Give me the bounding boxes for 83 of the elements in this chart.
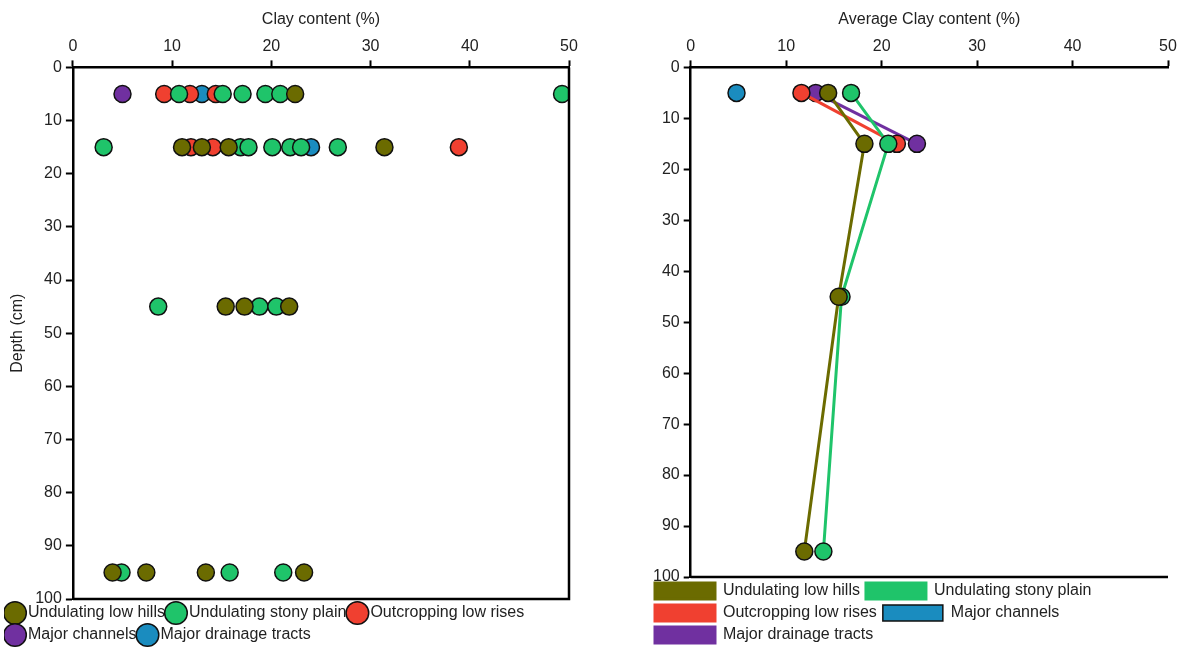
y-tick-label: 70	[661, 414, 680, 432]
x-tick-label: 40	[460, 37, 479, 55]
y-tick-label: 50	[661, 312, 680, 330]
y-tick-label: 10	[661, 108, 680, 126]
y-tick-label: 10	[44, 110, 62, 128]
legend-label: Major drainage tracts	[723, 625, 874, 643]
point	[328, 137, 348, 157]
point	[169, 84, 189, 104]
y-tick-label: 0	[52, 57, 62, 75]
point	[271, 84, 290, 104]
y-tick-label: 80	[44, 483, 62, 501]
point	[855, 134, 874, 154]
x-axis-title: Average Clay content (%)	[838, 10, 1021, 28]
point	[291, 137, 311, 157]
point	[792, 83, 811, 103]
point	[239, 137, 258, 157]
point	[213, 84, 232, 104]
point	[256, 84, 275, 104]
point	[263, 137, 282, 157]
legend-label: Undulating low hills	[28, 603, 165, 621]
point	[285, 84, 305, 104]
y-tick-label: 80	[661, 465, 680, 483]
y-tick-label: 90	[661, 516, 680, 534]
point	[219, 137, 238, 157]
point	[172, 137, 192, 157]
legend-label: Major drainage tracts	[160, 625, 311, 643]
x-tick-label: 30	[361, 37, 380, 55]
y-tick-label: 40	[44, 270, 62, 288]
point	[192, 137, 212, 157]
x-tick-label: 50	[1159, 37, 1177, 55]
x-tick-label: 20	[262, 37, 281, 55]
x-axis-title: Clay content (%)	[261, 10, 381, 28]
point	[216, 297, 235, 316]
y-tick-label: 70	[44, 429, 62, 447]
point	[449, 137, 469, 157]
point	[907, 134, 927, 154]
x-tick-label: 40	[1063, 37, 1082, 55]
y-tick-label: 30	[44, 217, 62, 235]
point	[294, 563, 314, 582]
legend-label: Undulating stony plain	[188, 603, 347, 621]
point	[273, 563, 293, 582]
y-tick-label: 20	[44, 164, 62, 182]
legend-label: Outcropping low rises	[370, 603, 525, 621]
point	[233, 84, 252, 104]
point	[841, 83, 861, 103]
x-tick-label: 10	[777, 37, 796, 55]
y-axis-title: Depth (cm)	[8, 293, 26, 373]
x-tick-label: 0	[686, 37, 696, 55]
point	[279, 297, 299, 316]
y-tick-label: 90	[44, 536, 62, 554]
point	[94, 137, 113, 157]
y-tick-label: 60	[44, 376, 62, 394]
point	[137, 563, 156, 582]
point	[113, 84, 132, 104]
point	[148, 297, 168, 316]
y-tick-label: 100	[652, 567, 680, 585]
point	[235, 297, 254, 316]
legend-label: Major channels	[28, 625, 137, 643]
point	[879, 134, 898, 154]
point	[552, 84, 569, 104]
point	[727, 83, 746, 103]
x-tick-label: 20	[872, 37, 891, 55]
point	[196, 563, 216, 582]
y-tick-label: 0	[670, 57, 680, 75]
y-tick-label: 30	[661, 210, 680, 228]
legend-label: Major channels	[950, 603, 1060, 621]
point	[103, 563, 122, 582]
legend-label: Undulating low hills	[723, 581, 860, 599]
x-tick-label: 10	[163, 37, 182, 55]
point	[795, 542, 814, 561]
legend-label: Undulating stony plain	[933, 581, 1092, 599]
point	[375, 137, 394, 157]
point	[814, 542, 833, 561]
point	[818, 83, 838, 103]
y-tick-label: 40	[661, 261, 680, 279]
legend-label: Outcropping low rises	[723, 603, 877, 621]
point	[220, 563, 239, 582]
y-tick-label: 60	[661, 363, 680, 381]
y-tick-label: 50	[44, 323, 62, 341]
x-tick-label: 50	[560, 37, 578, 55]
y-tick-label: 20	[661, 159, 680, 177]
x-tick-label: 0	[68, 37, 78, 55]
x-tick-label: 30	[968, 37, 987, 55]
